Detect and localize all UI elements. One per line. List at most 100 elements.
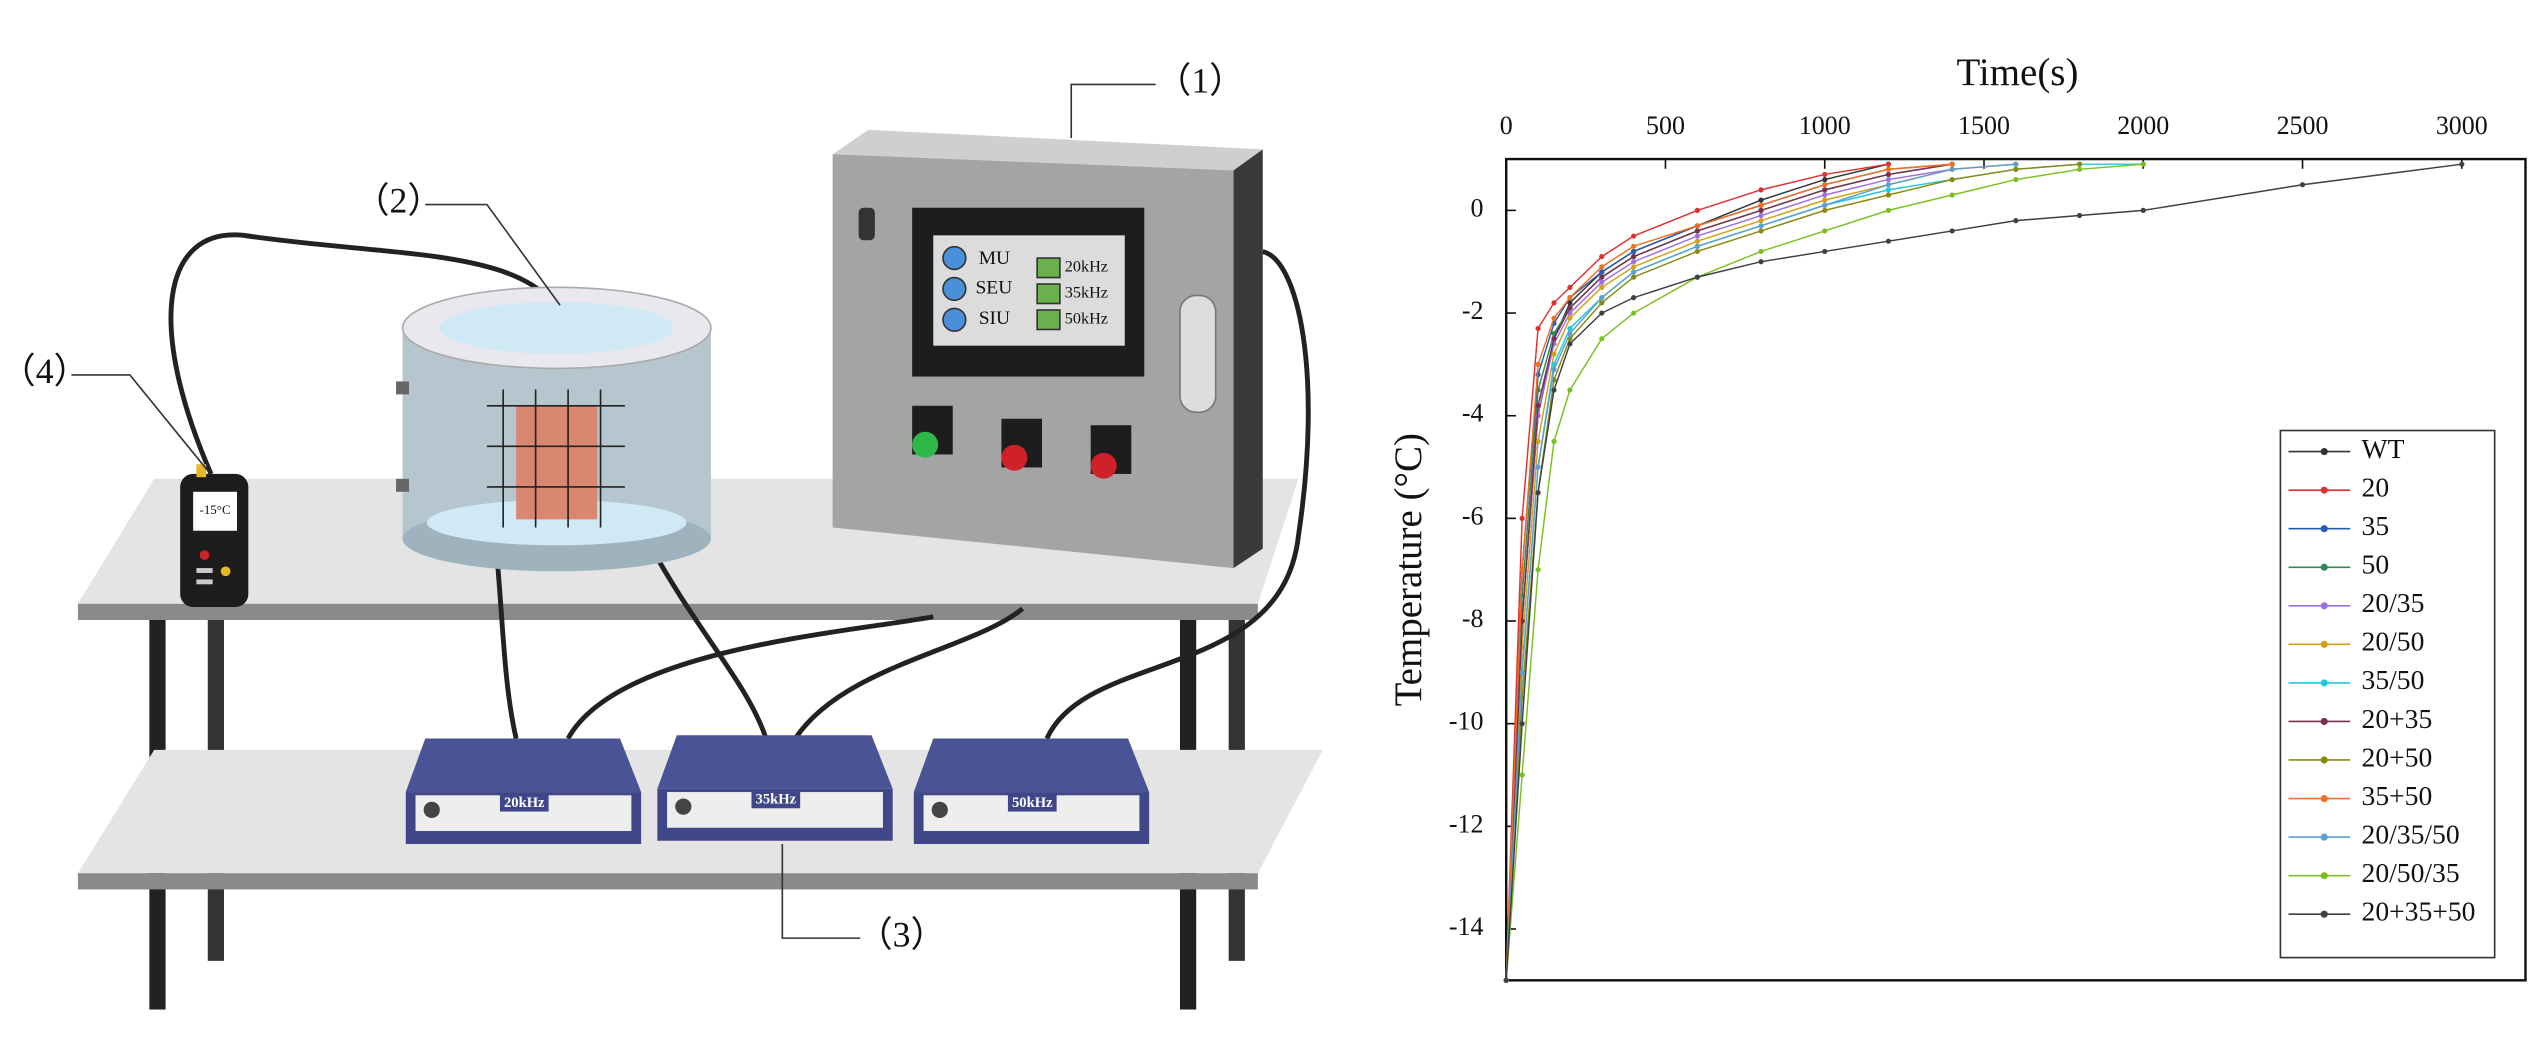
unit-indicator <box>942 276 967 302</box>
legend-label: 50 <box>2362 549 2390 580</box>
legend-label: 20 <box>2362 471 2390 502</box>
series-point <box>1822 176 1828 183</box>
series-point <box>1535 567 1541 573</box>
series-point <box>1694 238 1700 244</box>
callout-label: （1） <box>1156 61 1245 101</box>
series-point <box>1599 336 1605 342</box>
series-point <box>1599 264 1605 270</box>
legend-marker <box>2320 833 2328 841</box>
thermometer-display <box>193 491 237 531</box>
series-point <box>1822 197 1828 203</box>
series-point <box>1551 351 1557 357</box>
cable <box>565 614 934 740</box>
series-point <box>1567 315 1573 321</box>
callout-label: （3） <box>857 914 946 954</box>
legend-label: 20/35/50 <box>2362 818 2460 849</box>
series-point <box>1503 977 1509 983</box>
series-point <box>1694 228 1700 234</box>
series-point <box>1551 438 1557 444</box>
bath-port <box>396 478 410 492</box>
series-point <box>1822 248 1828 255</box>
generator: 20kHz <box>405 738 642 844</box>
series-point <box>2013 176 2019 183</box>
unit-indicator <box>942 245 967 271</box>
series-point <box>1551 336 1557 342</box>
series-point <box>1519 515 1525 521</box>
series-point <box>1567 305 1573 311</box>
series-point <box>2076 161 2083 167</box>
series-point <box>1758 248 1764 255</box>
series-point <box>2013 218 2019 224</box>
series-point <box>1535 490 1541 496</box>
series-point <box>1758 218 1764 224</box>
legend-marker <box>2320 794 2328 803</box>
series-point <box>1599 253 1605 260</box>
y-tick-label: -6 <box>1462 501 1484 530</box>
legend-label: WT <box>2362 433 2405 464</box>
legend-label: 20/35 <box>2362 587 2425 618</box>
legend-box <box>2279 429 2496 959</box>
series-point <box>1758 207 1764 213</box>
series-point <box>1631 253 1637 260</box>
legend-label: 35+50 <box>2362 780 2433 811</box>
series-point <box>1822 171 1828 178</box>
series-point <box>1631 259 1637 265</box>
series-point <box>1885 182 1892 188</box>
series-point <box>1885 207 1892 213</box>
series-point <box>1599 295 1605 301</box>
thermometer-probe <box>196 464 207 478</box>
x-tick-label: 1500 <box>1958 111 2010 140</box>
legend-label: 20+35+50 <box>2362 896 2476 927</box>
series-point <box>1949 176 1955 183</box>
series-line <box>1505 163 1889 981</box>
series-point <box>1631 269 1637 275</box>
series-point <box>1758 228 1764 234</box>
y-tick-label: -8 <box>1462 604 1484 633</box>
generator: 35kHz <box>657 735 893 841</box>
cabinet-side <box>1233 149 1263 569</box>
legend-label: 35/50 <box>2362 664 2425 695</box>
series-point <box>1519 669 1525 675</box>
legend-marker <box>2320 717 2328 726</box>
legend-marker <box>2320 486 2328 494</box>
y-axis-title: Temperature (°C) <box>1387 433 1430 706</box>
series-point <box>1599 300 1605 306</box>
series-point <box>1631 233 1637 239</box>
callout-lines <box>71 83 1156 939</box>
series-point <box>1885 166 1892 172</box>
setup-illustration: MU SEU SIU 20kHz 35kHz 50kHz -15°C 20kHz <box>0 61 1323 1010</box>
series-point <box>1599 279 1605 285</box>
series-point <box>1694 243 1700 249</box>
series-point <box>1885 176 1892 183</box>
generator-label: 50kHz <box>1012 795 1053 811</box>
x-tick-label: 500 <box>1646 111 1685 140</box>
frequency-indicator <box>1036 257 1061 279</box>
series-point <box>1949 192 1955 198</box>
series-line <box>1505 163 1953 981</box>
screen-unit: SIU <box>979 308 1010 329</box>
series-point <box>1694 248 1700 255</box>
legend-label: 20/50/35 <box>2362 857 2460 888</box>
series-line <box>1505 163 1889 981</box>
series-line <box>1505 163 1953 981</box>
series-point <box>1885 187 1892 193</box>
series-point <box>1949 161 1955 167</box>
thermometer-key <box>196 568 213 573</box>
series-point <box>1758 259 1764 265</box>
series-point <box>1535 361 1541 367</box>
series-point <box>1631 248 1637 255</box>
series-point <box>1694 207 1700 213</box>
legend-label: 35 <box>2362 510 2390 541</box>
bath-top-water <box>439 301 674 354</box>
lower-shelf-edge <box>77 873 1258 890</box>
cable <box>793 606 1025 740</box>
screen-frequency: 20kHz <box>1065 258 1108 276</box>
series-point <box>1551 315 1557 321</box>
legend-marker <box>2320 679 2328 687</box>
series-point <box>1551 366 1557 373</box>
series-point <box>1567 325 1573 332</box>
series-point <box>1567 330 1573 337</box>
series-point <box>1822 192 1828 198</box>
callout-label: （2） <box>354 181 443 221</box>
